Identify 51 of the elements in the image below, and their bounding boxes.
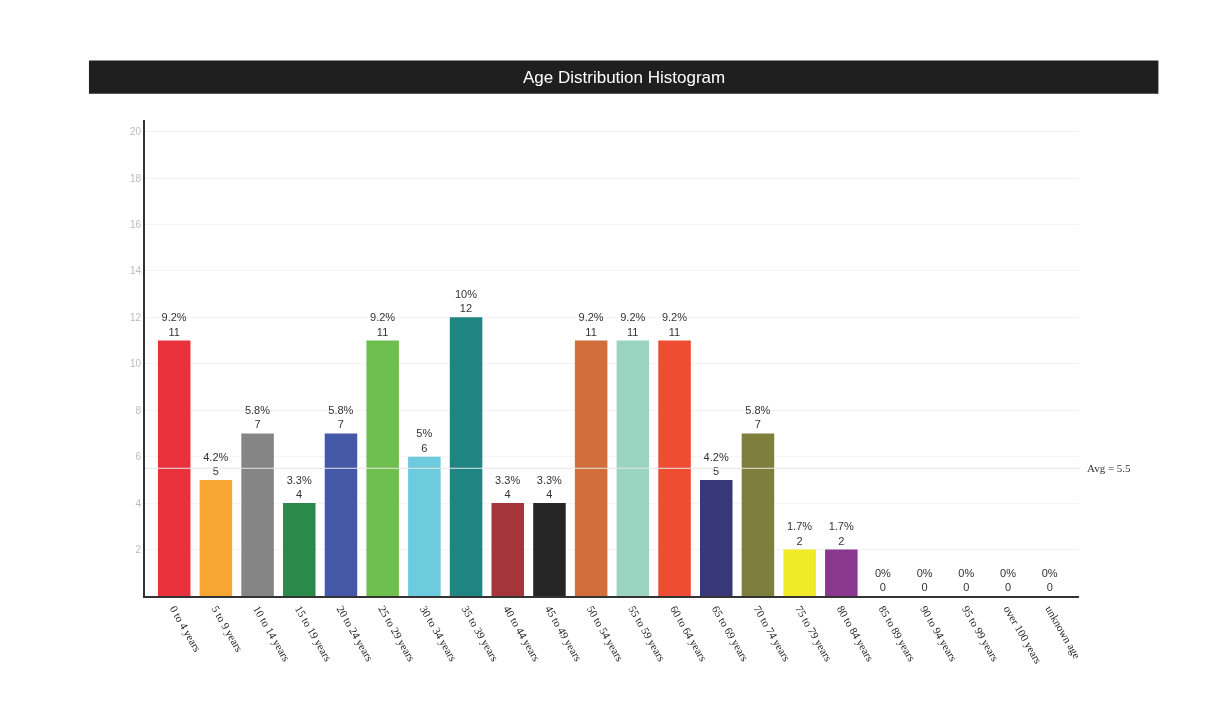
chart-title: Age Distribution Histogram xyxy=(523,68,726,87)
data-label: 5.8% 7 xyxy=(244,404,271,431)
bar xyxy=(741,433,775,596)
y-tick-label: 4 xyxy=(135,497,142,509)
data-label: 5.8% 7 xyxy=(745,404,771,431)
bar xyxy=(783,549,816,596)
data-label: 5% 6 xyxy=(416,427,433,454)
y-tick-label: 10 xyxy=(129,358,142,370)
y-tick-label: 2 xyxy=(135,544,142,556)
data-label: 0% 0 xyxy=(958,566,975,593)
y-tick-label: 6 xyxy=(135,451,142,463)
data-label: 3.3% 4 xyxy=(286,473,312,501)
data-label: 0% 0 xyxy=(874,566,892,593)
bar xyxy=(658,340,691,596)
bar xyxy=(491,503,525,596)
data-label: 9.2% 11 xyxy=(161,311,187,338)
data-label: 5.8% 7 xyxy=(328,404,354,431)
bar xyxy=(157,340,191,596)
bar xyxy=(574,340,608,596)
data-label: 3.3% 4 xyxy=(495,473,521,501)
y-tick-label: 8 xyxy=(135,404,142,416)
data-label: 0% 0 xyxy=(1000,566,1017,593)
bar xyxy=(825,549,858,596)
y-tick-label: 16 xyxy=(129,218,142,230)
ref-line-label: Avg = 5.5 xyxy=(1087,462,1132,474)
bar xyxy=(449,317,483,596)
data-label: 1.7% 2 xyxy=(786,520,813,547)
bar xyxy=(241,433,274,596)
data-label: 9.2% 11 xyxy=(370,311,396,338)
y-tick-label: 18 xyxy=(129,172,142,184)
data-label: 4.2% 5 xyxy=(203,450,229,477)
bar xyxy=(366,340,399,596)
bar xyxy=(533,503,566,596)
data-label: 9.2% 11 xyxy=(578,311,604,338)
y-tick-label: 14 xyxy=(129,265,142,277)
y-tick-label: 12 xyxy=(129,311,142,323)
bar xyxy=(283,503,316,596)
data-label: 1.7% 2 xyxy=(828,520,854,547)
data-label: 3.3% 4 xyxy=(536,473,563,501)
bar xyxy=(199,479,233,596)
data-label: 0% 0 xyxy=(916,566,933,593)
bar xyxy=(699,479,733,596)
data-label: 9.2% 11 xyxy=(620,311,646,338)
data-label: 4.2% 5 xyxy=(703,450,729,477)
bar xyxy=(408,456,441,596)
bar xyxy=(616,340,650,596)
data-label: 10% 12 xyxy=(454,288,478,315)
data-label: 9.2% 11 xyxy=(661,311,688,338)
bar xyxy=(324,433,358,596)
data-label: 0% 0 xyxy=(1041,566,1058,593)
y-tick-label: 20 xyxy=(129,126,142,138)
